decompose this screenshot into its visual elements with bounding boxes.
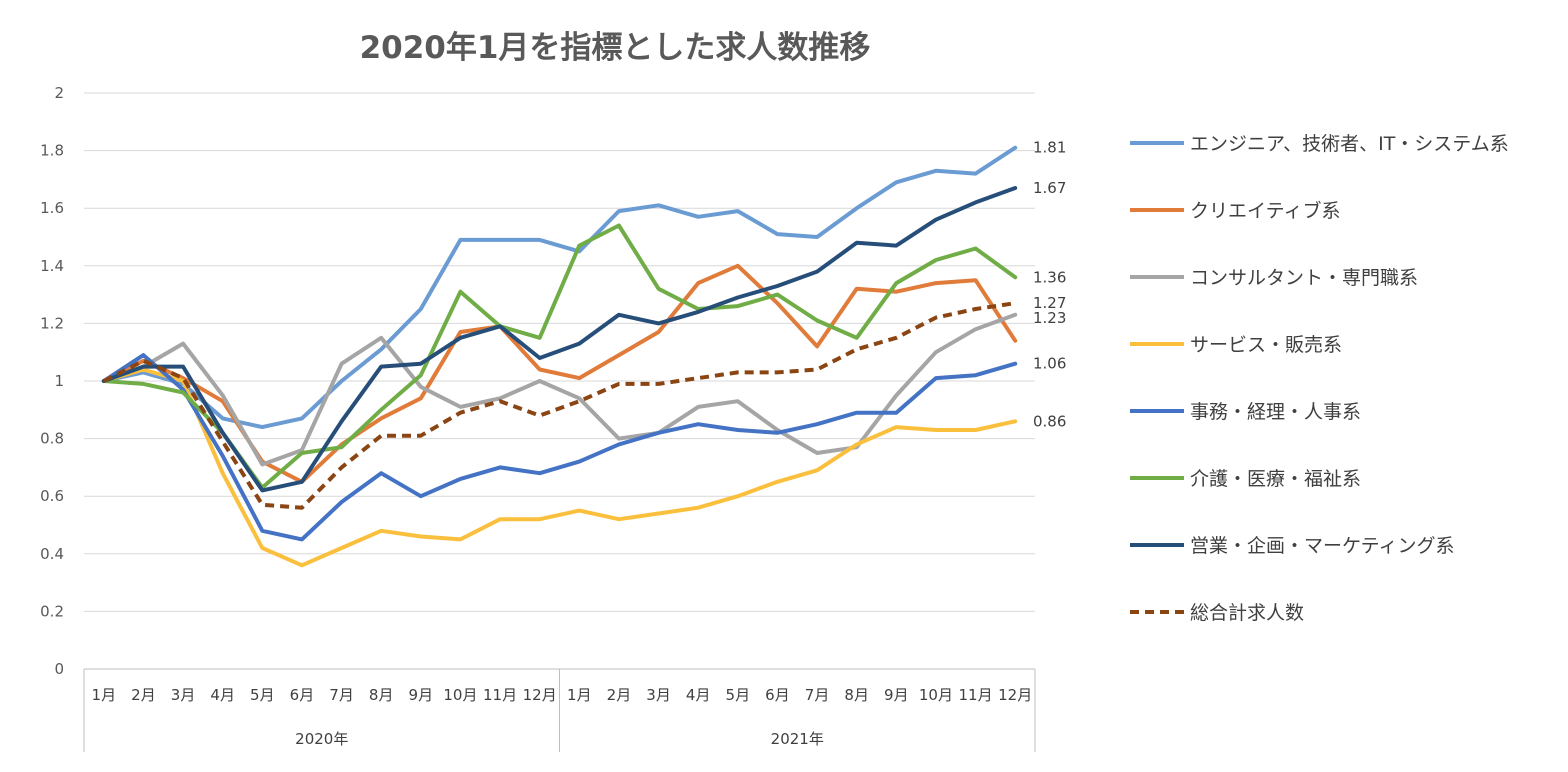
y-tick-label: 1.2 <box>40 314 64 332</box>
x-tick-label: 5月 <box>726 686 751 704</box>
data-label: 1.67 <box>1033 179 1066 197</box>
x-group-label: 2020年 <box>295 730 348 748</box>
series-line <box>101 223 1018 490</box>
end-labels: 1.81 1.67 1.36 1.271.23 1.06 0.86 <box>1033 139 1066 431</box>
series-lines <box>101 145 1018 568</box>
data-label: 0.86 <box>1033 412 1066 430</box>
x-tick-label: 4月 <box>686 686 711 704</box>
x-tick-label: 2月 <box>607 686 632 704</box>
x-tick-label: 1月 <box>567 686 592 704</box>
data-label: 1.23 <box>1033 309 1066 327</box>
legend-label: コンサルタント・専門職系 <box>1190 267 1418 289</box>
data-label: 1.81 <box>1033 139 1066 157</box>
y-tick-label: 0.6 <box>40 487 64 505</box>
series-line <box>101 263 1018 484</box>
y-tick-label: 0.2 <box>40 602 64 620</box>
legend-label: 営業・企画・マーケティング系 <box>1190 535 1454 557</box>
series-line <box>101 353 1018 542</box>
x-tick-label: 11月 <box>959 686 993 704</box>
series-line <box>101 186 1018 493</box>
x-tick-label: 4月 <box>210 686 235 704</box>
data-label: 1.36 <box>1033 268 1066 286</box>
x-tick-label: 11月 <box>483 686 517 704</box>
x-axis: 1月 2月 3月 4月 5月 6月 7月 8月 9月 10月 11月 12月 1月 2月 3月 4月 5月 6月 7… <box>83 668 1036 752</box>
x-tick-label: 10月 <box>919 686 953 704</box>
series-line <box>102 301 1016 510</box>
x-tick-label: 8月 <box>844 686 869 704</box>
y-tick-label: 1.6 <box>40 199 64 217</box>
legend-label: サービス・販売系 <box>1190 334 1342 356</box>
x-group-label: 2021年 <box>771 730 824 748</box>
data-label: 1.06 <box>1033 355 1066 373</box>
x-tick-label: 3月 <box>171 686 196 704</box>
x-tick-label: 5月 <box>250 686 275 704</box>
chart-title: 2020年1月を指標とした求人数推移 <box>359 30 871 66</box>
y-tick-label: 0.8 <box>40 430 64 448</box>
x-tick-label: 10月 <box>443 686 477 704</box>
legend-label: 介護・医療・福祉系 <box>1190 468 1361 490</box>
legend-label: 総合計求人数 <box>1190 602 1304 624</box>
series-line <box>101 312 1018 467</box>
series-line <box>101 367 1018 568</box>
x-tick-label: 12月 <box>998 686 1032 704</box>
y-tick-label: 1.8 <box>40 142 64 160</box>
x-tick-label: 7月 <box>329 686 354 704</box>
legend-label: クリエイティブ系 <box>1190 199 1340 222</box>
y-axis-ticks: 0 0.2 0.4 0.6 0.8 1 1.2 1.4 1.6 1.8 2 <box>40 84 64 678</box>
x-tick-label: 6月 <box>290 686 315 704</box>
x-tick-label: 12月 <box>523 686 557 704</box>
legend: エンジニア、技術者、IT・システム系クリエイティブ系コンサルタント・専門職系サー… <box>1130 133 1509 624</box>
x-tick-label: 9月 <box>884 686 909 704</box>
data-label: 1.27 <box>1033 294 1066 312</box>
y-tick-label: 1.4 <box>40 257 64 275</box>
x-tick-label: 1月 <box>92 686 117 704</box>
y-tick-label: 1 <box>54 372 64 390</box>
x-tick-label: 6月 <box>765 686 790 704</box>
x-tick-label: 8月 <box>369 686 394 704</box>
legend-label: エンジニア、技術者、IT・システム系 <box>1190 133 1509 155</box>
y-tick-label: 0 <box>54 660 64 678</box>
x-tick-label: 3月 <box>646 686 671 704</box>
y-tick-label: 0.4 <box>40 545 64 563</box>
legend-label: 事務・経理・人事系 <box>1190 401 1361 423</box>
x-tick-label: 2月 <box>131 686 156 704</box>
series-line <box>101 145 1018 430</box>
x-tick-label: 7月 <box>805 686 830 704</box>
y-tick-label: 2 <box>54 84 64 102</box>
x-tick-label: 9月 <box>409 686 434 704</box>
